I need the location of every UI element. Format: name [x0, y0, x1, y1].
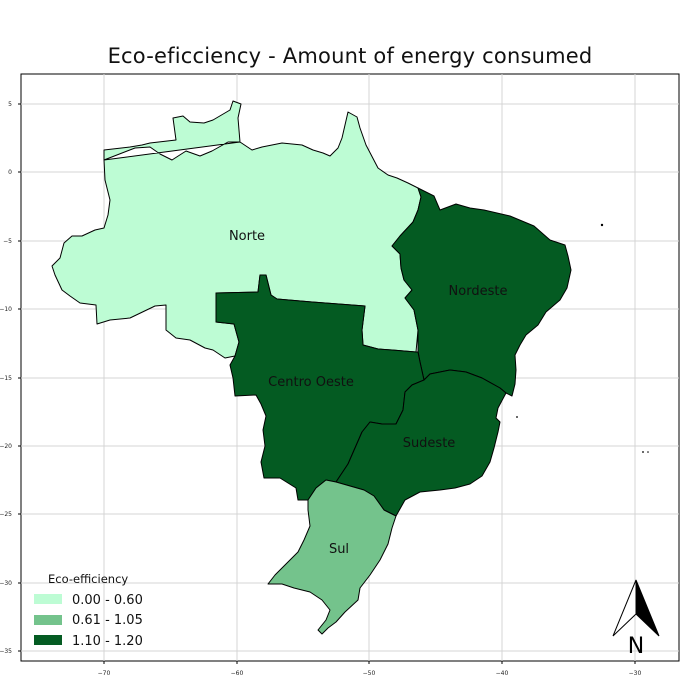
north-arrow-left-half — [612, 579, 637, 637]
x-tick-label: −50 — [363, 670, 376, 677]
legend-label: 0.61 - 1.05 — [72, 613, 143, 628]
legend-swatch — [34, 615, 62, 625]
region-label-norte: Norte — [229, 229, 265, 244]
region-label-nordeste: Nordeste — [449, 284, 508, 299]
region-label-sudeste: Sudeste — [403, 436, 456, 451]
x-tick-label: −70 — [98, 670, 111, 677]
y-tick-label: −15 — [0, 375, 12, 382]
plot-frame — [20, 73, 680, 662]
north-arrow-right-half — [635, 579, 660, 637]
legend-title: Eco-efficiency — [48, 572, 128, 586]
legend-label: 0.00 - 0.60 — [72, 593, 143, 608]
legend: Eco-efficiency 0.00 - 0.60 0.61 - 1.05 1… — [34, 572, 143, 649]
island-dot — [642, 451, 644, 453]
x-tick-label: −40 — [496, 670, 509, 677]
y-tick-label: −20 — [0, 443, 12, 450]
y-tick-label: −35 — [0, 648, 12, 655]
y-tick-label: −25 — [0, 511, 12, 518]
island-dot — [647, 451, 649, 453]
y-tick-label: −10 — [0, 306, 12, 313]
x-tick-label: −30 — [629, 670, 642, 677]
legend-swatch — [34, 594, 62, 604]
region-sudeste — [335, 369, 507, 517]
y-axis: 5 0 −5 −10 −15 −20 −25 −30 −35 — [0, 101, 21, 655]
y-tick-label: −5 — [3, 238, 12, 245]
map-title: Eco-eficciency - Amount of energy consum… — [107, 44, 593, 68]
y-tick-label: 0 — [8, 169, 12, 176]
x-tick-label: −60 — [231, 670, 244, 677]
island-dot — [600, 223, 604, 227]
north-arrow-label: N — [628, 634, 644, 659]
north-arrow-icon: N — [612, 579, 660, 659]
legend-label: 1.10 - 1.20 — [72, 634, 143, 649]
y-tick-label: −30 — [0, 580, 12, 587]
y-tick-label: 5 — [8, 101, 12, 108]
region-sul — [267, 479, 397, 635]
islands — [516, 223, 649, 453]
region-label-centro-oeste: Centro Oeste — [268, 375, 354, 390]
island-dot — [516, 416, 518, 418]
legend-swatch — [34, 635, 62, 645]
x-axis: −70 −60 −50 −40 −30 — [98, 661, 642, 677]
region-nordeste — [391, 187, 572, 397]
region-label-sul: Sul — [329, 542, 349, 557]
